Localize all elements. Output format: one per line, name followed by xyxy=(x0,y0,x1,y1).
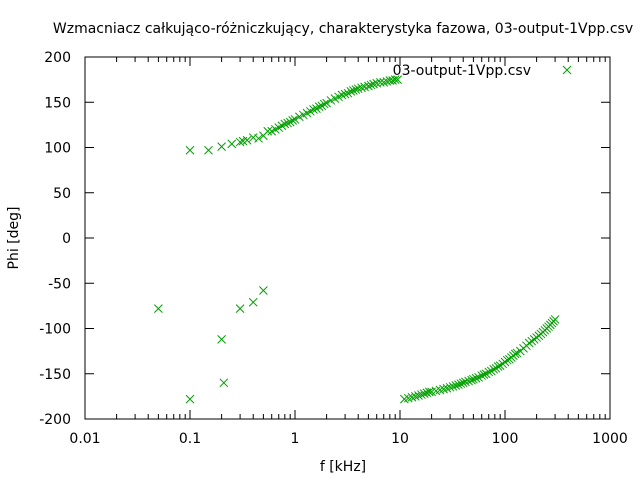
data-point xyxy=(366,80,376,90)
y-tick-label: -200 xyxy=(39,412,71,428)
y-tick-label: 150 xyxy=(44,95,71,111)
data-point xyxy=(379,77,389,87)
data-point xyxy=(456,379,466,389)
data-point xyxy=(481,369,491,379)
data-point xyxy=(442,383,452,393)
y-tick-label: -50 xyxy=(48,276,71,292)
x-tick-label: 100 xyxy=(492,431,519,447)
data-point xyxy=(417,390,426,399)
x-tick-label: 0.01 xyxy=(69,431,100,447)
data-point xyxy=(524,338,534,348)
data-point xyxy=(204,145,213,155)
x-tick-label: 1000 xyxy=(592,431,628,447)
data-point xyxy=(254,134,263,143)
data-point xyxy=(288,115,298,125)
y-tick-label: 200 xyxy=(44,50,71,66)
data-point xyxy=(219,378,229,388)
data-point xyxy=(340,89,350,99)
data-point xyxy=(439,384,448,394)
data-point xyxy=(493,362,503,371)
data-point xyxy=(393,75,403,84)
data-point xyxy=(419,389,429,399)
y-tick-label: 100 xyxy=(44,141,71,157)
data-point xyxy=(235,137,245,147)
data-point xyxy=(154,304,163,313)
data-point xyxy=(235,304,245,313)
data-point xyxy=(477,371,487,380)
x-tick-label: 0.1 xyxy=(179,431,201,447)
x-tick-label: 1 xyxy=(291,431,300,447)
data-point xyxy=(364,81,373,91)
data-point xyxy=(283,118,292,128)
data-point xyxy=(502,355,512,365)
data-point xyxy=(445,382,455,392)
data-point xyxy=(484,367,494,377)
legend-marker xyxy=(562,65,572,75)
chart-title: Wzmacniacz całkująco-różniczkujący, char… xyxy=(53,21,633,37)
data-point xyxy=(346,87,356,96)
data-point xyxy=(337,90,347,100)
data-point xyxy=(319,99,329,109)
data-point xyxy=(458,378,468,388)
data-point xyxy=(479,370,489,380)
data-point xyxy=(217,142,226,151)
data-point xyxy=(280,119,290,129)
data-point xyxy=(263,126,273,136)
data-point xyxy=(242,135,252,145)
legend: 03-output-1Vpp.csv xyxy=(393,63,572,79)
data-point xyxy=(385,76,395,85)
y-axis-label: Phi [deg] xyxy=(6,207,22,270)
data-point xyxy=(185,394,195,404)
data-point xyxy=(353,84,363,94)
legend-marker-symbol xyxy=(562,65,572,75)
data-point xyxy=(248,133,258,142)
data-point xyxy=(372,78,382,88)
data-point xyxy=(435,385,445,395)
y-tick-label: 0 xyxy=(62,231,71,247)
data-point xyxy=(185,145,195,155)
y-tick-label: -150 xyxy=(39,367,71,383)
data-point xyxy=(217,335,226,344)
data-point xyxy=(309,105,318,114)
data-point xyxy=(259,286,268,295)
data-point xyxy=(312,104,321,113)
data-point xyxy=(454,380,463,389)
data-point xyxy=(451,381,461,390)
axis-tick-labels: 0.01 0.1 1 10 100 1000 -200 -150 -100 -50 0 50 100 15… xyxy=(39,50,628,447)
data-point xyxy=(410,392,420,401)
y-tick-label: -100 xyxy=(39,322,71,338)
data-point xyxy=(403,393,413,403)
data-point xyxy=(407,392,417,402)
data-point xyxy=(467,375,476,385)
data-point xyxy=(489,364,499,374)
data-point xyxy=(357,83,366,93)
y-tick-label: 50 xyxy=(53,186,71,202)
data-point xyxy=(343,88,353,98)
data-point xyxy=(461,377,470,387)
data-point xyxy=(290,115,300,124)
x-tick-label: 10 xyxy=(391,431,409,447)
data-point xyxy=(390,75,400,84)
x-axis-label: f [kHz] xyxy=(320,459,366,475)
data-point xyxy=(469,374,478,384)
data-point xyxy=(227,139,237,149)
data-point xyxy=(414,391,423,400)
data-point xyxy=(349,86,358,95)
data-point xyxy=(369,79,378,89)
data-point xyxy=(322,98,331,108)
data-point xyxy=(448,382,458,391)
data-point xyxy=(314,102,324,112)
data-point xyxy=(471,373,481,383)
data-point xyxy=(248,297,258,307)
data-point xyxy=(510,349,520,359)
data-point xyxy=(550,315,560,324)
legend-label: 03-output-1Vpp.csv xyxy=(393,63,531,79)
plot-frame xyxy=(84,56,611,420)
data-point xyxy=(351,85,361,94)
data-points xyxy=(154,75,560,404)
data-point xyxy=(464,376,473,386)
